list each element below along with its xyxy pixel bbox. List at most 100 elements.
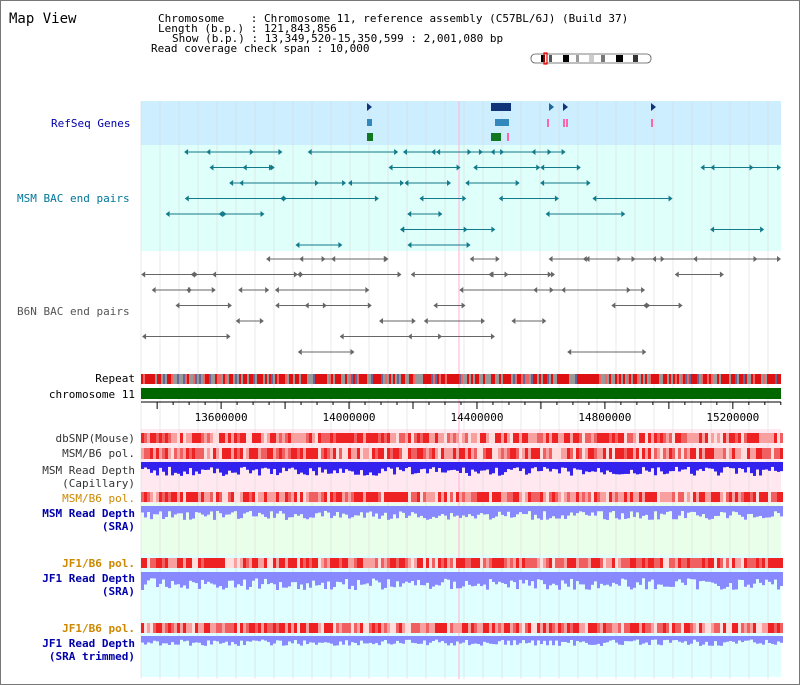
dbsnp-cell xyxy=(495,433,498,443)
track-label-jf1-depth-sra[interactable]: JF1 Read Depth xyxy=(42,572,135,585)
jf1-depth-sra-bar xyxy=(648,572,651,582)
dbsnp-cell xyxy=(144,433,147,443)
msm-depth-sra-bar xyxy=(624,506,627,519)
track-label-jf1-depth-trimmed[interactable]: JF1 Read Depth xyxy=(42,637,135,650)
dbsnp-cell xyxy=(192,433,195,443)
track-label-msm-depth-sra[interactable]: MSM Read Depth xyxy=(42,507,135,520)
track-label-msm-b6-pol-2[interactable]: MSM/B6 pol. xyxy=(62,492,135,505)
jf1-b6-pol-cell xyxy=(144,558,147,568)
msm-b6-pol-cell xyxy=(306,448,309,459)
repeat-cell xyxy=(557,374,559,384)
jf1-depth-trimmed-bar xyxy=(354,636,357,643)
msm-depth-capillary-bar xyxy=(192,462,195,476)
jf1-depth-trimmed-bar xyxy=(186,636,189,641)
msm-b6-pol-cell xyxy=(552,448,555,459)
jf1-b6-pol-cell xyxy=(258,558,261,568)
track-label-msm-depth-capillary[interactable]: MSM Read Depth xyxy=(42,464,135,477)
jf1-b6-pol2-cell xyxy=(159,623,162,633)
msm-b6-pol2-cell xyxy=(294,492,297,502)
jf1-depth-trimmed-bar xyxy=(546,636,549,646)
repeat-cell xyxy=(575,374,577,384)
track-label-msm-b6-pol[interactable]: MSM/B6 pol. xyxy=(62,447,135,460)
jf1-b6-pol2-cell xyxy=(240,623,243,633)
repeat-cell xyxy=(539,374,541,384)
msm-b6-pol-cell xyxy=(330,448,333,459)
msm-depth-capillary-bar xyxy=(198,462,201,474)
repeat-cell xyxy=(673,374,675,384)
msm-depth-sra-bar xyxy=(231,506,234,513)
repeat-cell xyxy=(529,374,531,384)
msm-b6-pol-cell xyxy=(333,448,336,459)
jf1-depth-trimmed-bar xyxy=(234,636,237,645)
jf1-b6-pol-cell xyxy=(264,558,267,568)
msm-depth-sra-bar xyxy=(309,506,312,518)
msm-b6-pol-cell xyxy=(417,448,420,459)
b6n-bac-pair-end xyxy=(350,349,355,355)
track-label-dbsnp[interactable]: dbSNP(Mouse) xyxy=(55,432,135,445)
msm-depth-capillary-bar xyxy=(630,462,633,470)
msm-b6-pol-cell xyxy=(162,448,165,459)
jf1-b6-pol2-cell xyxy=(297,623,300,633)
jf1-depth-sra-bar xyxy=(297,572,300,590)
jf1-depth-trimmed-bar xyxy=(603,636,606,643)
msm-depth-sra-bar xyxy=(543,506,546,512)
msm-b6-pol-cell xyxy=(261,448,264,459)
jf1-depth-sra-bar xyxy=(654,572,657,590)
jf1-b6-pol2-cell xyxy=(465,623,468,633)
jf1-depth-trimmed-bar xyxy=(633,636,636,641)
repeat-cell xyxy=(213,374,215,384)
jf1-depth-sra-bar xyxy=(294,572,297,583)
repeat-cell xyxy=(151,374,153,384)
msm-b6-pol-cell xyxy=(453,448,456,459)
track-label-refseq[interactable]: RefSeq Genes xyxy=(51,117,131,130)
msm-b6-pol-cell xyxy=(486,448,489,459)
jf1-depth-trimmed-bar xyxy=(267,636,270,643)
dbsnp-cell xyxy=(423,433,426,443)
jf1-depth-trimmed-bar xyxy=(360,636,363,641)
msm-b6-pol-cell xyxy=(153,448,156,459)
repeat-cell xyxy=(399,374,401,384)
repeat-cell xyxy=(483,374,485,384)
msm-depth-sra-bar xyxy=(420,506,423,516)
msm-depth-capillary-bar xyxy=(750,462,753,474)
repeat-cell xyxy=(149,374,151,384)
repeat-cell xyxy=(423,374,425,384)
msm-b6-pol2-cell xyxy=(672,492,675,502)
msm-depth-sra-bar xyxy=(315,506,318,514)
track-label-jf1-b6-pol-2[interactable]: JF1/B6 pol. xyxy=(62,622,135,635)
msm-bac-pair-end xyxy=(184,195,189,202)
repeat-cell xyxy=(327,374,329,384)
jf1-depth-trimmed-bar xyxy=(273,636,276,644)
msm-depth-capillary-bar xyxy=(432,462,435,468)
jf1-b6-pol-cell xyxy=(579,558,582,568)
jf1-b6-pol-cell xyxy=(741,558,744,568)
msm-b6-pol-cell xyxy=(450,448,453,459)
gene-marker xyxy=(367,119,372,126)
b6n-bac-pair-end xyxy=(321,256,326,262)
jf1-depth-sra-bar xyxy=(438,572,441,586)
dbsnp-cell xyxy=(627,433,630,443)
jf1-b6-pol2-cell xyxy=(774,623,777,633)
track-label-b6n-bac[interactable]: B6N BAC end pairs xyxy=(17,305,130,318)
dbsnp-cell xyxy=(177,433,180,443)
b6n-bac-pair-end xyxy=(461,302,466,309)
track-label-chromosome[interactable]: chromosome 11 xyxy=(48,388,135,401)
track-label-repeat[interactable]: Repeat xyxy=(95,372,135,385)
msm-b6-pol-cell xyxy=(753,448,756,459)
dbsnp-cell xyxy=(762,433,765,443)
msm-depth-sra-bar xyxy=(477,506,480,515)
track-label-jf1-b6-pol[interactable]: JF1/B6 pol. xyxy=(62,557,135,570)
msm-depth-capillary-bar xyxy=(546,462,549,469)
jf1-b6-pol-cell xyxy=(705,558,708,568)
msm-depth-capillary-bar xyxy=(678,462,681,472)
length-info: Length (b.p.) : 121,843,856 xyxy=(158,22,337,35)
jf1-depth-sra-bar xyxy=(540,572,543,581)
track-label-msm-bac[interactable]: MSM BAC end pairs xyxy=(17,192,130,205)
repeat-cell xyxy=(605,374,607,384)
msm-depth-capillary-bar xyxy=(585,462,588,472)
msm-depth-capillary-bar xyxy=(753,462,756,476)
jf1-depth-sra-bar xyxy=(327,572,330,582)
repeat-cell xyxy=(275,374,277,384)
repeat-cell xyxy=(435,374,437,384)
